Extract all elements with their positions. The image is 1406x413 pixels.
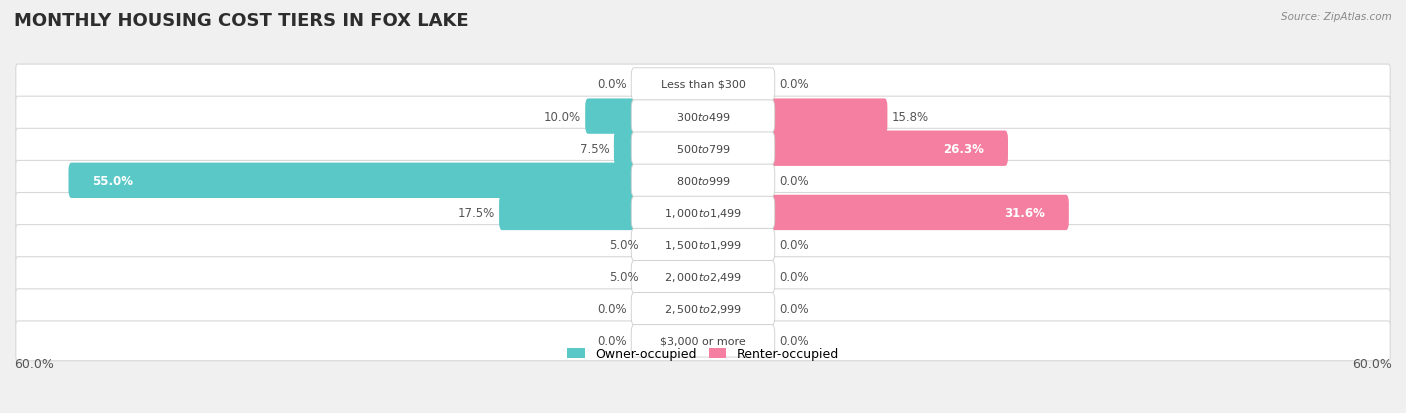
FancyBboxPatch shape [614,131,706,166]
Text: 0.0%: 0.0% [779,271,808,283]
FancyBboxPatch shape [631,101,775,133]
FancyBboxPatch shape [585,99,706,135]
Text: 7.5%: 7.5% [581,142,610,155]
Text: $300 to $499: $300 to $499 [675,111,731,123]
FancyBboxPatch shape [15,161,1391,201]
FancyBboxPatch shape [631,293,775,325]
FancyBboxPatch shape [15,289,1391,329]
FancyBboxPatch shape [15,97,1391,137]
FancyBboxPatch shape [15,193,1391,233]
Text: 0.0%: 0.0% [779,238,808,252]
Text: 0.0%: 0.0% [779,174,808,188]
Text: Source: ZipAtlas.com: Source: ZipAtlas.com [1281,12,1392,22]
FancyBboxPatch shape [15,257,1391,297]
FancyBboxPatch shape [631,69,775,101]
Text: $1,500 to $1,999: $1,500 to $1,999 [664,238,742,252]
FancyBboxPatch shape [15,65,1391,104]
Text: 0.0%: 0.0% [598,78,627,91]
FancyBboxPatch shape [631,165,775,197]
Text: $2,000 to $2,499: $2,000 to $2,499 [664,271,742,283]
FancyBboxPatch shape [700,195,1069,230]
FancyBboxPatch shape [631,325,775,357]
Text: 0.0%: 0.0% [779,302,808,316]
Text: 0.0%: 0.0% [779,78,808,91]
Text: 17.5%: 17.5% [458,206,495,219]
FancyBboxPatch shape [631,229,775,261]
FancyBboxPatch shape [15,321,1391,361]
Text: MONTHLY HOUSING COST TIERS IN FOX LAKE: MONTHLY HOUSING COST TIERS IN FOX LAKE [14,12,468,30]
FancyBboxPatch shape [499,195,706,230]
Text: 55.0%: 55.0% [93,174,134,188]
FancyBboxPatch shape [643,259,706,294]
Text: 0.0%: 0.0% [779,335,808,347]
FancyBboxPatch shape [631,197,775,229]
Text: $2,500 to $2,999: $2,500 to $2,999 [664,302,742,316]
Text: 5.0%: 5.0% [609,271,638,283]
Text: 15.8%: 15.8% [891,110,928,123]
Legend: Owner-occupied, Renter-occupied: Owner-occupied, Renter-occupied [568,347,838,361]
Text: $1,000 to $1,499: $1,000 to $1,499 [664,206,742,219]
Text: Less than $300: Less than $300 [661,80,745,90]
Text: 60.0%: 60.0% [1353,357,1392,370]
Text: 26.3%: 26.3% [943,142,984,155]
Text: 0.0%: 0.0% [598,302,627,316]
Text: 0.0%: 0.0% [598,335,627,347]
Text: $500 to $799: $500 to $799 [675,143,731,155]
Text: 5.0%: 5.0% [609,238,638,252]
Text: $800 to $999: $800 to $999 [675,175,731,187]
FancyBboxPatch shape [15,225,1391,265]
Text: 10.0%: 10.0% [544,110,581,123]
Text: 31.6%: 31.6% [1004,206,1045,219]
FancyBboxPatch shape [643,227,706,263]
FancyBboxPatch shape [631,133,775,165]
FancyBboxPatch shape [700,99,887,135]
FancyBboxPatch shape [15,129,1391,169]
FancyBboxPatch shape [700,131,1008,166]
FancyBboxPatch shape [69,163,706,199]
Text: $3,000 or more: $3,000 or more [661,336,745,346]
FancyBboxPatch shape [631,261,775,293]
Text: 60.0%: 60.0% [14,357,53,370]
